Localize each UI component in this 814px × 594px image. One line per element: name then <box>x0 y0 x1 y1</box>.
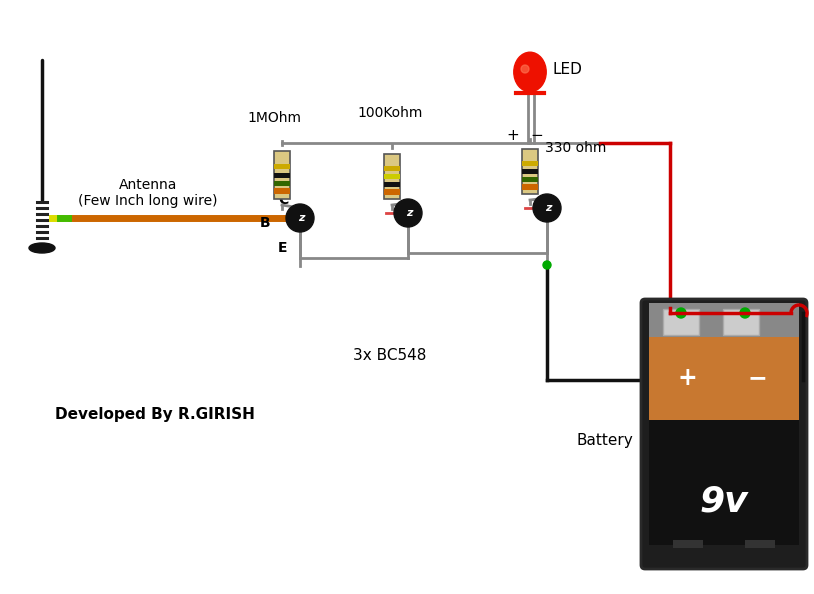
Circle shape <box>740 308 750 318</box>
Bar <box>649 420 799 545</box>
Bar <box>649 337 799 420</box>
Bar <box>274 173 290 178</box>
Bar <box>274 151 290 199</box>
Bar <box>723 309 759 335</box>
Circle shape <box>543 261 551 269</box>
Circle shape <box>286 204 314 232</box>
Text: Battery: Battery <box>576 432 633 447</box>
Bar <box>384 154 400 199</box>
Text: +: + <box>506 128 519 143</box>
Bar <box>384 182 400 187</box>
Ellipse shape <box>29 243 55 253</box>
Bar <box>673 540 703 548</box>
Text: E: E <box>278 241 287 255</box>
Text: −: − <box>531 128 544 143</box>
Circle shape <box>521 65 529 73</box>
Text: z: z <box>545 203 551 213</box>
Circle shape <box>676 308 686 318</box>
Text: 1MOhm: 1MOhm <box>247 111 301 125</box>
Bar <box>274 181 290 186</box>
Bar <box>745 540 775 548</box>
Text: Developed By R.GIRISH: Developed By R.GIRISH <box>55 407 255 422</box>
Bar <box>522 184 538 189</box>
Bar <box>274 164 290 169</box>
Bar <box>384 166 400 171</box>
Text: C: C <box>278 193 288 207</box>
Bar <box>384 189 400 194</box>
Circle shape <box>394 199 422 227</box>
Ellipse shape <box>514 52 546 92</box>
Text: z: z <box>298 213 304 223</box>
Bar <box>522 169 538 174</box>
Text: z: z <box>405 208 412 218</box>
Text: LED: LED <box>552 62 582 77</box>
Bar <box>649 303 799 337</box>
Text: Antenna
(Few Inch long wire): Antenna (Few Inch long wire) <box>78 178 218 208</box>
Bar <box>522 177 538 182</box>
Text: +: + <box>677 366 697 390</box>
Text: 3x BC548: 3x BC548 <box>353 347 427 362</box>
Text: B: B <box>260 216 270 230</box>
FancyBboxPatch shape <box>641 299 807 569</box>
Text: 330 ohm: 330 ohm <box>545 141 606 155</box>
Bar <box>522 161 538 166</box>
Bar <box>663 309 699 335</box>
Circle shape <box>533 194 561 222</box>
Text: 9v: 9v <box>700 485 748 519</box>
Bar <box>274 188 290 194</box>
Text: 100Kohm: 100Kohm <box>357 106 422 120</box>
Text: −: − <box>747 366 767 390</box>
Bar <box>522 149 538 194</box>
Bar <box>384 174 400 179</box>
